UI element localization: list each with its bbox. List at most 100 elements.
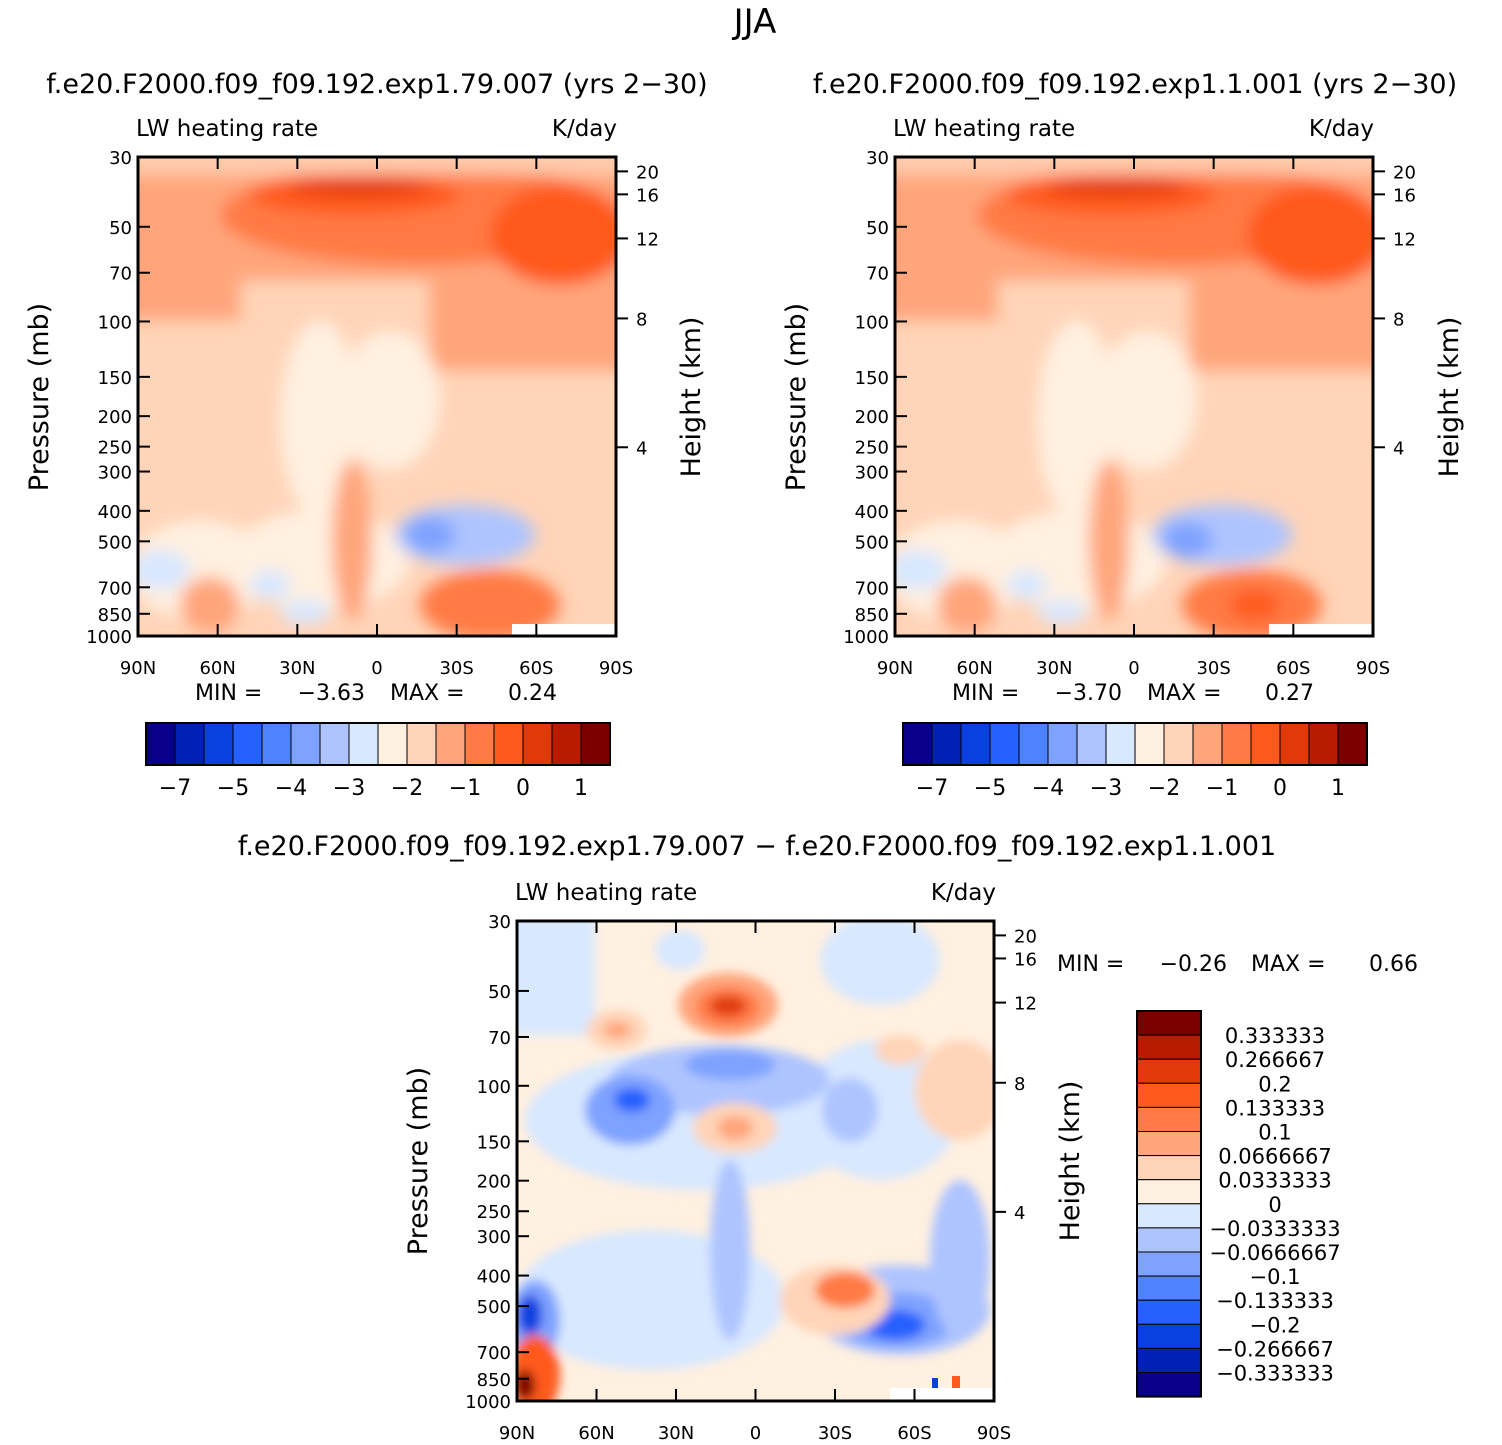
colorbar-swatch (1136, 1372, 1202, 1398)
y-tick-label: 30 (109, 148, 132, 169)
y-tick-label: 700 (855, 578, 889, 599)
y-tick-label: 150 (477, 1132, 511, 1153)
y2-tick-label: 8 (1014, 1074, 1025, 1095)
colorbar-swatch (1136, 1227, 1202, 1253)
field-blue-small-2 (1037, 600, 1087, 624)
figure-title: JJA (732, 2, 777, 42)
field-max-band-south (490, 185, 616, 285)
y-tick-label: 100 (855, 312, 889, 333)
x-tick-label: 60S (519, 658, 553, 679)
field-blue-nearpole-s (930, 1180, 990, 1340)
colorbar-swatch (580, 722, 611, 766)
colorbar-swatch (174, 722, 205, 766)
colorbar-frame (145, 722, 611, 766)
field-light-column (1037, 320, 1117, 520)
field-red-low-s-core (815, 1272, 875, 1308)
y2-tick-label: 16 (1393, 185, 1416, 206)
colorbar-swatch (1076, 722, 1107, 766)
panel-top-right: f.e20.F2000.f09_f09.192.exp1.1.001 (yrs … (781, 69, 1465, 801)
colorbar-label: 0 (516, 776, 530, 801)
field-light-plume (1097, 330, 1197, 470)
missing-data-patch (512, 624, 616, 636)
panel-title: f.e20.F2000.f09_f09.192.exp1.79.007 − f.… (238, 831, 1276, 862)
y2-tick-label: 8 (1393, 309, 1404, 330)
y-tick-label: 400 (477, 1267, 511, 1288)
min-value: −0.26 (1160, 952, 1227, 977)
y2-tick-label: 4 (636, 438, 647, 459)
y-tick-label: 400 (855, 502, 889, 523)
y2-tick-label: 20 (1014, 926, 1037, 947)
y-tick-label: 30 (866, 148, 889, 169)
y-tick-label: 100 (477, 1077, 511, 1098)
colorbar-label: 0.0333333 (1218, 1169, 1332, 1193)
y-tick-label: 250 (855, 438, 889, 459)
y-tick-label: 500 (98, 532, 132, 553)
colorbar-label: −4 (275, 776, 307, 801)
x-tick-label: 30S (439, 658, 473, 679)
field-top-rim (895, 157, 1373, 175)
y-tick-label: 400 (98, 502, 132, 523)
units-label: K/day (1309, 116, 1374, 142)
max-value: 0.66 (1369, 952, 1418, 977)
colorbar-swatch (1136, 1251, 1202, 1277)
colorbar-label: −4 (1032, 776, 1064, 801)
colorbar-swatch (1136, 1203, 1202, 1229)
min-label: MIN = (952, 681, 1019, 706)
axis-ticks: 305070100150200250300400500700850100090N… (86, 148, 659, 679)
colorbar-swatch (464, 722, 495, 766)
units-label: K/day (931, 880, 996, 906)
min-value: −3.70 (1055, 681, 1122, 706)
min-label: MIN = (195, 681, 262, 706)
x-tick-label: 60N (578, 1423, 614, 1444)
y2-tick-label: 16 (1014, 949, 1037, 970)
field-blue-small-2 (280, 600, 330, 624)
field-red-pole-n-core (517, 1370, 535, 1400)
colorbar-swatch (1136, 1010, 1202, 1036)
units-label: K/day (552, 116, 617, 142)
colorbar-frame (902, 722, 1368, 766)
field-red-200-core (710, 996, 746, 1016)
colorbar: −7 −5 −4 −3 −2 −1 0 1 (902, 722, 1368, 801)
field-surface-peak (1230, 590, 1280, 620)
field-light-plume (340, 330, 440, 470)
colorbar-label: −0.266667 (1216, 1337, 1334, 1361)
y2-tick-label: 4 (1014, 1203, 1025, 1224)
panel-title: f.e20.F2000.f09_f09.192.exp1.1.001 (yrs … (813, 69, 1457, 100)
colorbar-label: 0.133333 (1225, 1096, 1325, 1120)
y-tick-label: 50 (488, 982, 511, 1003)
x-tick-label: 60N (199, 658, 235, 679)
y2-tick-label: 16 (636, 185, 659, 206)
heatmap-field (138, 157, 616, 636)
missing-data-patch (890, 1388, 994, 1401)
field-orange-column (332, 460, 372, 620)
max-value: 0.27 (1265, 681, 1314, 706)
x-tick-label: 90N (499, 1423, 535, 1444)
colorbar-swatch (1136, 1299, 1202, 1325)
colorbar-swatch (1192, 722, 1223, 766)
colorbar-swatch (1047, 722, 1078, 766)
colorbar-label: 1 (574, 776, 588, 801)
field-blue-layer-mid-s (822, 1078, 878, 1142)
field-blue-small (250, 570, 290, 600)
max-label: MAX = (390, 681, 465, 706)
field-blue-min (405, 517, 455, 553)
field-light-column (280, 320, 360, 520)
variable-label: LW heating rate (893, 116, 1075, 142)
edge-spot-blue (932, 1378, 938, 1388)
colorbar-swatch (203, 722, 234, 766)
field-blue-low-n (895, 550, 947, 590)
colorbar-swatch (319, 722, 350, 766)
edge-spot-red (952, 1376, 960, 1388)
colorbar-label: 0.266667 (1225, 1048, 1325, 1072)
field-blue-lower-col (710, 1160, 750, 1340)
field-blue-small (1007, 570, 1047, 600)
field-max-peak (1047, 179, 1187, 195)
y-tick-label: 50 (109, 218, 132, 239)
colorbar-swatch (232, 722, 263, 766)
max-value: 0.24 (508, 681, 557, 706)
y-axis-label: Pressure (mb) (24, 303, 55, 491)
colorbar-swatch (493, 722, 524, 766)
y-tick-label: 200 (855, 407, 889, 428)
colorbar-swatch (145, 722, 176, 766)
missing-data-patch (1269, 624, 1373, 636)
